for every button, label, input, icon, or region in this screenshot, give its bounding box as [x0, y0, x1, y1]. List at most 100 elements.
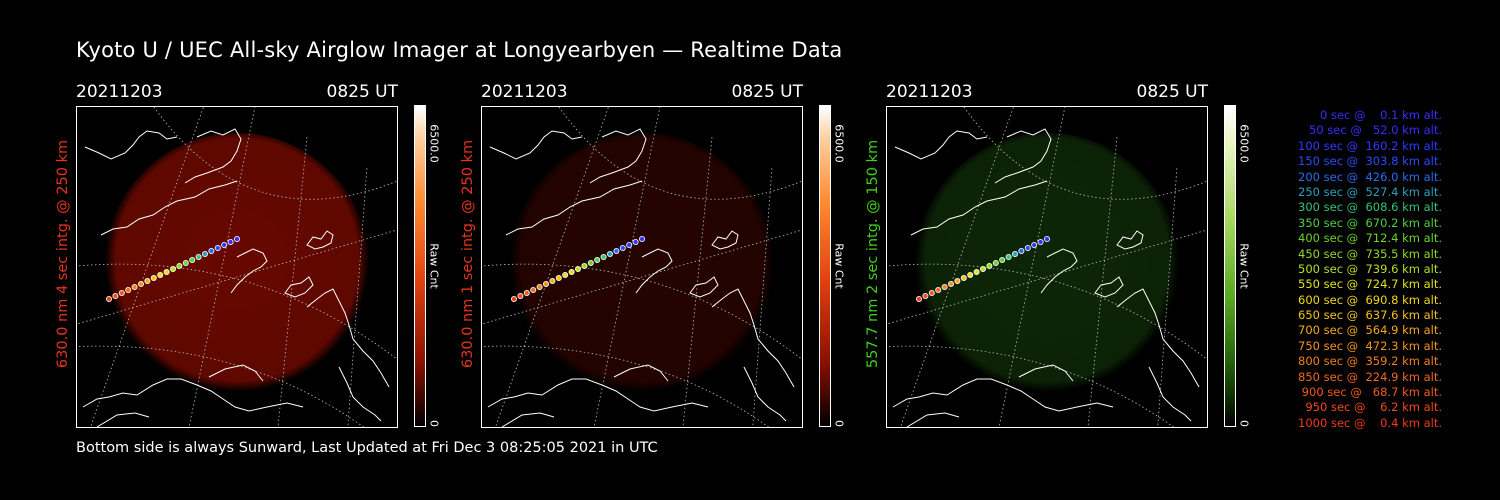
trajectory-point	[1043, 235, 1050, 242]
altitude-legend: 0 sec @ 0.1 km alt. 50 sec @ 52.0 km alt…	[1262, 108, 1442, 431]
panel-1-cbar-unit: Raw Cnt	[427, 243, 441, 289]
trajectory-point	[1037, 238, 1044, 245]
panel-1-side-label-text: 630.0 nm 4 sec intg. @ 250 km	[55, 139, 71, 369]
trajectory-point	[607, 250, 614, 257]
trajectory	[915, 235, 1050, 302]
panel-1-colorbar	[414, 105, 426, 427]
panel-3-colorbar	[1224, 105, 1236, 427]
legend-row: 750 sec @ 472.3 km alt.	[1294, 338, 1442, 353]
trajectory-point	[1024, 244, 1031, 251]
panel-3-side-label-text: 557.7 nm 2 sec intg. @ 150 km	[865, 139, 881, 369]
trajectory-point	[626, 241, 633, 248]
panel-2-cbar-min: 0	[832, 420, 846, 427]
trajectory-point	[208, 247, 215, 254]
map-svg	[77, 107, 397, 427]
legend-row: 50 sec @ 52.0 km alt.	[1301, 123, 1442, 138]
airglow-disc	[510, 133, 774, 397]
coastlines	[82, 128, 390, 427]
panel-2-side-label: 630.0 nm 1 sec intg. @ 250 km	[455, 78, 481, 430]
legend-row: 400 sec @ 712.4 km alt.	[1294, 231, 1442, 246]
trajectory-point	[935, 286, 942, 293]
panel-3: 20211203 0825 UT	[886, 78, 1208, 430]
trajectory-point	[1031, 241, 1038, 248]
coastlines	[892, 128, 1200, 427]
trajectory-point	[144, 277, 151, 284]
trajectory-point	[202, 250, 209, 257]
panel-2-cbar-unit: Raw Cnt	[832, 243, 846, 289]
airglow-disc	[105, 133, 369, 397]
trajectory-point	[170, 265, 177, 272]
trajectory-point	[575, 265, 582, 272]
panel-3-cbar-min: 0	[1237, 420, 1251, 427]
trajectory-point	[105, 295, 112, 302]
trajectory-point	[613, 247, 620, 254]
trajectory-point	[587, 259, 594, 266]
panel-1-time: 0825 UT	[326, 82, 399, 102]
trajectory-point	[138, 280, 145, 287]
trajectory-point	[967, 271, 974, 278]
legend-row: 850 sec @ 224.9 km alt.	[1294, 369, 1442, 384]
legend-row: 650 sec @ 637.6 km alt.	[1294, 308, 1442, 323]
map-svg	[887, 107, 1207, 427]
trajectory	[105, 235, 240, 302]
legend-row: 1000 sec @ 0.4 km alt.	[1298, 415, 1442, 430]
trajectory-point	[233, 235, 240, 242]
trajectory-point	[549, 277, 556, 284]
trajectory-point	[619, 244, 626, 251]
trajectory-point	[150, 274, 157, 281]
legend-row: 350 sec @ 670.2 km alt.	[1294, 215, 1442, 230]
footer-status: Bottom side is always Sunward, Last Upda…	[76, 440, 658, 456]
trajectory-point	[530, 286, 537, 293]
legend-row: 200 sec @ 426.0 km alt.	[1294, 169, 1442, 184]
legend-row: 800 sec @ 359.2 km alt.	[1294, 354, 1442, 369]
panel-1-cbar-max: 6500.0	[427, 124, 441, 163]
trajectory-point	[986, 262, 993, 269]
panel-2-colorbar	[819, 105, 831, 427]
panel-3-date: 20211203	[886, 82, 973, 102]
legend-row: 450 sec @ 735.5 km alt.	[1294, 246, 1442, 261]
trajectory-point	[600, 253, 607, 260]
trajectory-point	[992, 259, 999, 266]
trajectory-point	[118, 289, 125, 296]
trajectory-point	[922, 292, 929, 299]
legend-row: 550 sec @ 724.7 km alt.	[1294, 277, 1442, 292]
trajectory-point	[960, 274, 967, 281]
panel-2-time: 0825 UT	[731, 82, 804, 102]
trajectory-point	[562, 271, 569, 278]
legend-row: 100 sec @ 160.2 km alt.	[1294, 138, 1442, 153]
trajectory-point	[973, 268, 980, 275]
legend-row: 150 sec @ 303.8 km alt.	[1294, 154, 1442, 169]
legend-row: 250 sec @ 527.4 km alt.	[1294, 184, 1442, 199]
trajectory-point	[517, 292, 524, 299]
legend-row: 700 sec @ 564.9 km alt.	[1294, 323, 1442, 338]
airglow-disc	[915, 133, 1179, 397]
trajectory-point	[510, 295, 517, 302]
trajectory-point	[555, 274, 562, 281]
trajectory-point	[581, 262, 588, 269]
trajectory-point	[189, 256, 196, 263]
panel-2-date: 20211203	[481, 82, 568, 102]
panel-2-allsky-map	[481, 106, 803, 428]
trajectory-point	[163, 268, 170, 275]
trajectory-point	[523, 289, 530, 296]
panel-1-colorbar-labels: 6500.0 Raw Cnt 0	[424, 105, 444, 427]
trajectory-point	[112, 292, 119, 299]
trajectory-point	[176, 262, 183, 269]
legend-row: 0 sec @ 0.1 km alt.	[1309, 108, 1442, 122]
panel-3-allsky-map	[886, 106, 1208, 428]
panel-2-colorbar-labels: 6500.0 Raw Cnt 0	[829, 105, 849, 427]
trajectory-point	[632, 238, 639, 245]
panel-2-cbar-max: 6500.0	[832, 124, 846, 163]
trajectory-point	[915, 295, 922, 302]
legend-row: 300 sec @ 608.6 km alt.	[1294, 200, 1442, 215]
panel-3-colorbar-labels: 6500.0 Raw Cnt 0	[1234, 105, 1254, 427]
trajectory-point	[157, 271, 164, 278]
trajectory-point	[1018, 247, 1025, 254]
legend-row: 950 sec @ 6.2 km alt.	[1301, 400, 1442, 415]
trajectory-point	[182, 259, 189, 266]
trajectory-point	[227, 238, 234, 245]
trajectory-point	[543, 280, 550, 287]
trajectory-point	[195, 253, 202, 260]
trajectory-point	[1012, 250, 1019, 257]
trajectory-point	[568, 268, 575, 275]
